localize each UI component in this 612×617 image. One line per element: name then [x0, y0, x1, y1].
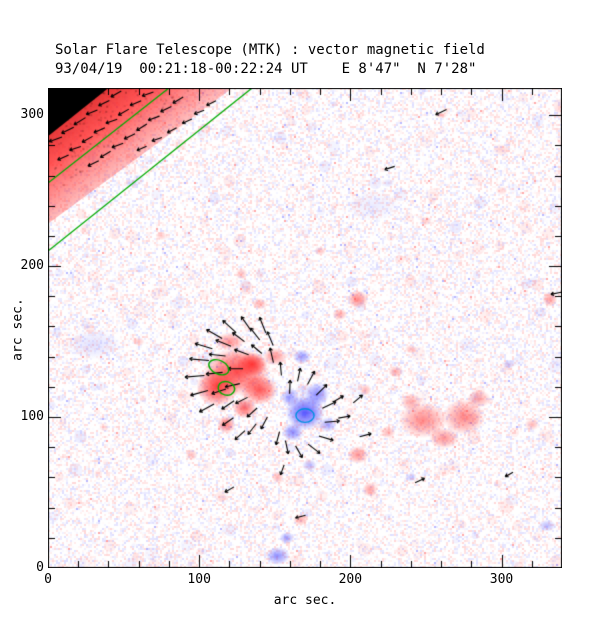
x-tick-label-100: 100 [187, 572, 211, 587]
y-tick-label-100: 100 [20, 409, 44, 425]
x-tick-label-0: 0 [44, 572, 52, 587]
chart-subtitle: 93/04/19 00:21:18-00:22:24 UT E 8'47" N … [55, 61, 477, 77]
y-axis-label: arc sec. [10, 298, 26, 361]
x-axis-label: arc sec. [273, 593, 337, 608]
x-tick-label-200: 200 [338, 572, 363, 587]
magnetogram-canvas [48, 88, 562, 568]
x-tick-label-300: 300 [489, 572, 514, 587]
chart-title: Solar Flare Telescope (MTK) : vector mag… [55, 42, 485, 58]
plot-area [48, 88, 562, 568]
y-tick-label-200: 200 [20, 258, 44, 274]
y-tick-label-300: 300 [20, 107, 44, 123]
y-tick-label-0: 0 [36, 560, 44, 575]
